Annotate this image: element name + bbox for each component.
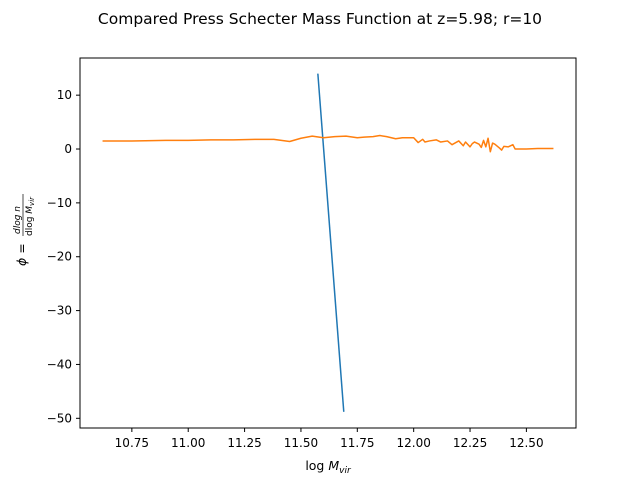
axes-frame xyxy=(79,57,577,429)
y-tick-label: −50 xyxy=(47,411,72,425)
y-axis-ticks: −50 −40 −30 −20 −10 0 10 xyxy=(47,88,80,425)
x-axis-label: log Mvir xyxy=(305,458,352,476)
x-tick-label: 11.50 xyxy=(284,436,318,450)
y-tick-label: 10 xyxy=(57,88,72,102)
x-tick-label: 11.75 xyxy=(340,436,374,450)
x-tick-label: 12.50 xyxy=(509,436,543,450)
chart-title: Compared Press Schecter Mass Function at… xyxy=(98,10,542,28)
x-tick-label: 11.25 xyxy=(227,436,261,450)
y-axis-label: ϕ = dlog n dlog Mvir xyxy=(13,194,36,266)
y-tick-label: −40 xyxy=(47,357,72,371)
y-tick-label: −30 xyxy=(47,304,72,318)
y-tick-label: −10 xyxy=(47,196,72,210)
y-axis-label-denominator: dlog Mvir xyxy=(25,196,36,236)
series-line-2 xyxy=(102,134,554,153)
y-axis-label-numerator: dlog n xyxy=(13,206,23,234)
x-tick-label: 12.25 xyxy=(453,436,487,450)
series-line-1 xyxy=(317,73,345,412)
x-tick-label: 11.00 xyxy=(171,436,205,450)
svg-text:ϕ =: ϕ = xyxy=(14,243,29,266)
x-tick-label: 12.00 xyxy=(396,436,430,450)
x-axis-ticks: 10.75 11.00 11.25 11.50 11.75 12.00 12.25 12.50 xyxy=(115,428,544,450)
x-tick-label: 10.75 xyxy=(115,436,149,450)
y-tick-label: −20 xyxy=(47,250,72,264)
series-layer xyxy=(102,73,554,412)
y-tick-label: 0 xyxy=(64,142,72,156)
